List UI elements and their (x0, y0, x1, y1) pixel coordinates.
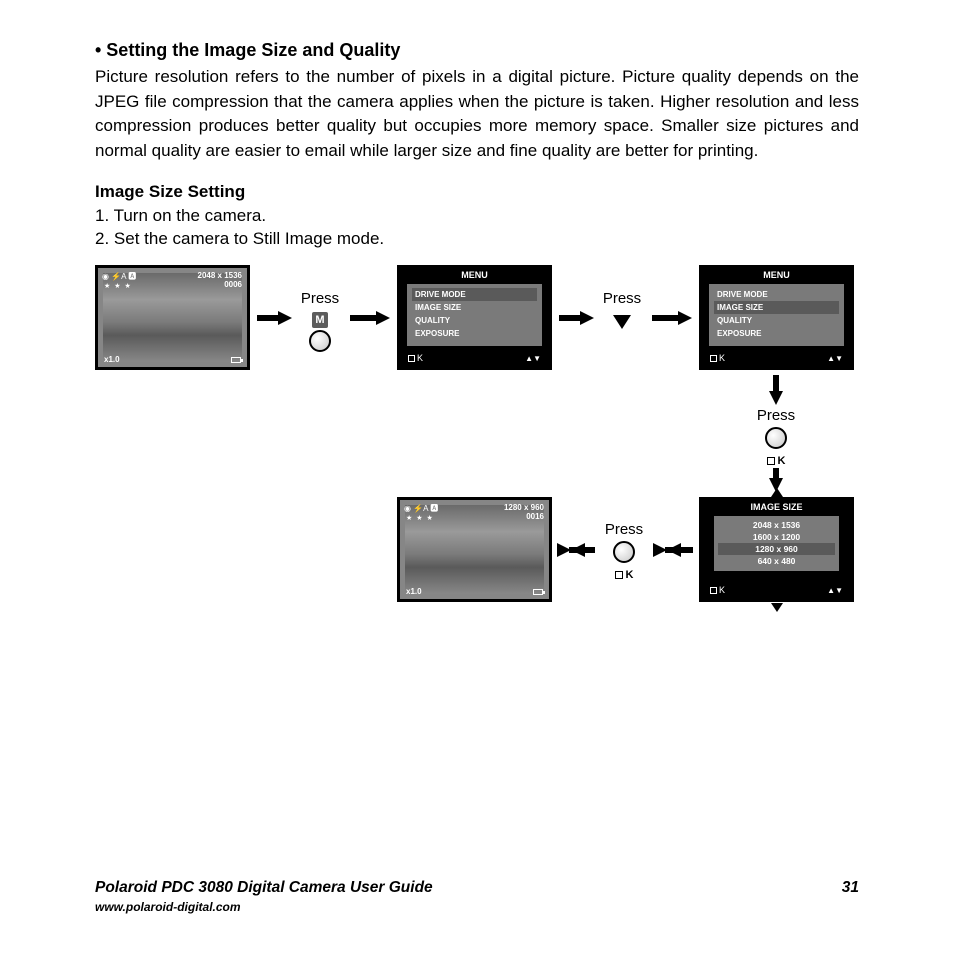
body-paragraph: Picture resolution refers to the number … (95, 65, 859, 164)
quality-stars: ★ ★ ★ (104, 282, 132, 290)
size-list: 2048 x 1536 1600 x 1200 1280 x 960 640 x… (714, 516, 839, 571)
menu-item-quality: QUALITY (714, 314, 839, 327)
ok-label: K (750, 455, 802, 467)
subsection-heading: Image Size Setting (95, 182, 859, 202)
circle-button-icon (309, 330, 331, 352)
ok-indicator: K (710, 585, 725, 595)
lcd-icons: ◉ ⚡A 🅰 (404, 503, 438, 514)
up-triangle-icon (771, 488, 783, 497)
ok-indicator: K (408, 353, 423, 363)
instruction-diagram: ◉ ⚡A 🅰 ★ ★ ★ 2048 x 1536 0006 x1.0 Press… (95, 263, 865, 623)
step-1: 1. Turn on the camera. (95, 204, 859, 228)
flow-arrow-left (653, 543, 693, 557)
menu-list: DRIVE MODE IMAGE SIZE QUALITY EXPOSURE (407, 284, 542, 346)
size-menu-title: IMAGE SIZE (702, 502, 851, 512)
battery-icon (533, 589, 543, 595)
image-size-screen: IMAGE SIZE 2048 x 1536 1600 x 1200 1280 … (699, 497, 854, 602)
size-option-640: 640 x 480 (714, 555, 839, 567)
battery-icon (231, 357, 241, 363)
menu-item-image-size: IMAGE SIZE (714, 301, 839, 314)
flow-arrow (350, 311, 390, 325)
flow-arrow (652, 311, 692, 325)
press-down-control: Press (597, 290, 647, 333)
nav-arrows-icon: ▲▼ (827, 354, 843, 363)
flow-arrow (559, 311, 594, 325)
menu-title: MENU (702, 270, 851, 280)
menu-item-exposure: EXPOSURE (714, 327, 839, 340)
ok-label: K (598, 569, 650, 581)
press-m-control: Press M (295, 290, 345, 356)
menu-item-quality: QUALITY (412, 314, 537, 327)
menu-item-exposure: EXPOSURE (412, 327, 537, 340)
page-footer: Polaroid PDC 3080 Digital Camera User Gu… (95, 879, 859, 914)
lcd-zoom: x1.0 (406, 587, 422, 596)
menu-item-image-size: IMAGE SIZE (412, 301, 537, 314)
size-option-1600: 1600 x 1200 (714, 531, 839, 543)
camera-lcd-initial: ◉ ⚡A 🅰 ★ ★ ★ 2048 x 1536 0006 x1.0 (95, 265, 250, 370)
size-option-2048: 2048 x 1536 (714, 519, 839, 531)
camera-lcd-result: ◉ ⚡A 🅰 ★ ★ ★ 1280 x 960 0016 x1.0 (397, 497, 552, 602)
size-option-1280: 1280 x 960 (718, 543, 835, 555)
press-ok-control-2: Press K (598, 521, 650, 581)
nav-arrows-icon: ▲▼ (827, 586, 843, 595)
section-heading: • Setting the Image Size and Quality (95, 40, 859, 61)
press-ok-control: Press K (750, 407, 802, 467)
press-label: Press (750, 407, 802, 424)
menu-item-drive-mode: DRIVE MODE (412, 288, 537, 301)
menu-screen-image-size: MENU DRIVE MODE IMAGE SIZE QUALITY EXPOS… (699, 265, 854, 370)
down-arrow-icon (613, 315, 631, 329)
ok-indicator: K (710, 353, 725, 363)
menu-screen-drive-mode: MENU DRIVE MODE IMAGE SIZE QUALITY EXPOS… (397, 265, 552, 370)
lcd-resolution-counter: 1280 x 960 0016 (504, 503, 544, 521)
footer-url: www.polaroid-digital.com (95, 900, 859, 914)
press-label: Press (597, 290, 647, 307)
page-number: 31 (842, 879, 859, 897)
lcd-icons: ◉ ⚡A 🅰 (102, 271, 136, 282)
menu-list: DRIVE MODE IMAGE SIZE QUALITY EXPOSURE (709, 284, 844, 346)
menu-button-icon: M (312, 312, 328, 328)
menu-title: MENU (400, 270, 549, 280)
nav-arrows-icon: ▲▼ (525, 354, 541, 363)
down-triangle-icon (771, 603, 783, 612)
circle-button-icon (613, 541, 635, 563)
lcd-zoom: x1.0 (104, 355, 120, 364)
flow-arrow-down (769, 375, 783, 405)
press-label: Press (295, 290, 345, 307)
circle-button-icon (765, 427, 787, 449)
flow-arrow-left (557, 543, 595, 557)
menu-item-drive-mode: DRIVE MODE (714, 288, 839, 301)
press-label: Press (598, 521, 650, 538)
step-2: 2. Set the camera to Still Image mode. (95, 227, 859, 251)
footer-title: Polaroid PDC 3080 Digital Camera User Gu… (95, 879, 433, 897)
flow-arrow (257, 311, 292, 325)
quality-stars: ★ ★ ★ (406, 514, 434, 522)
lcd-resolution-counter: 2048 x 1536 0006 (198, 271, 243, 289)
